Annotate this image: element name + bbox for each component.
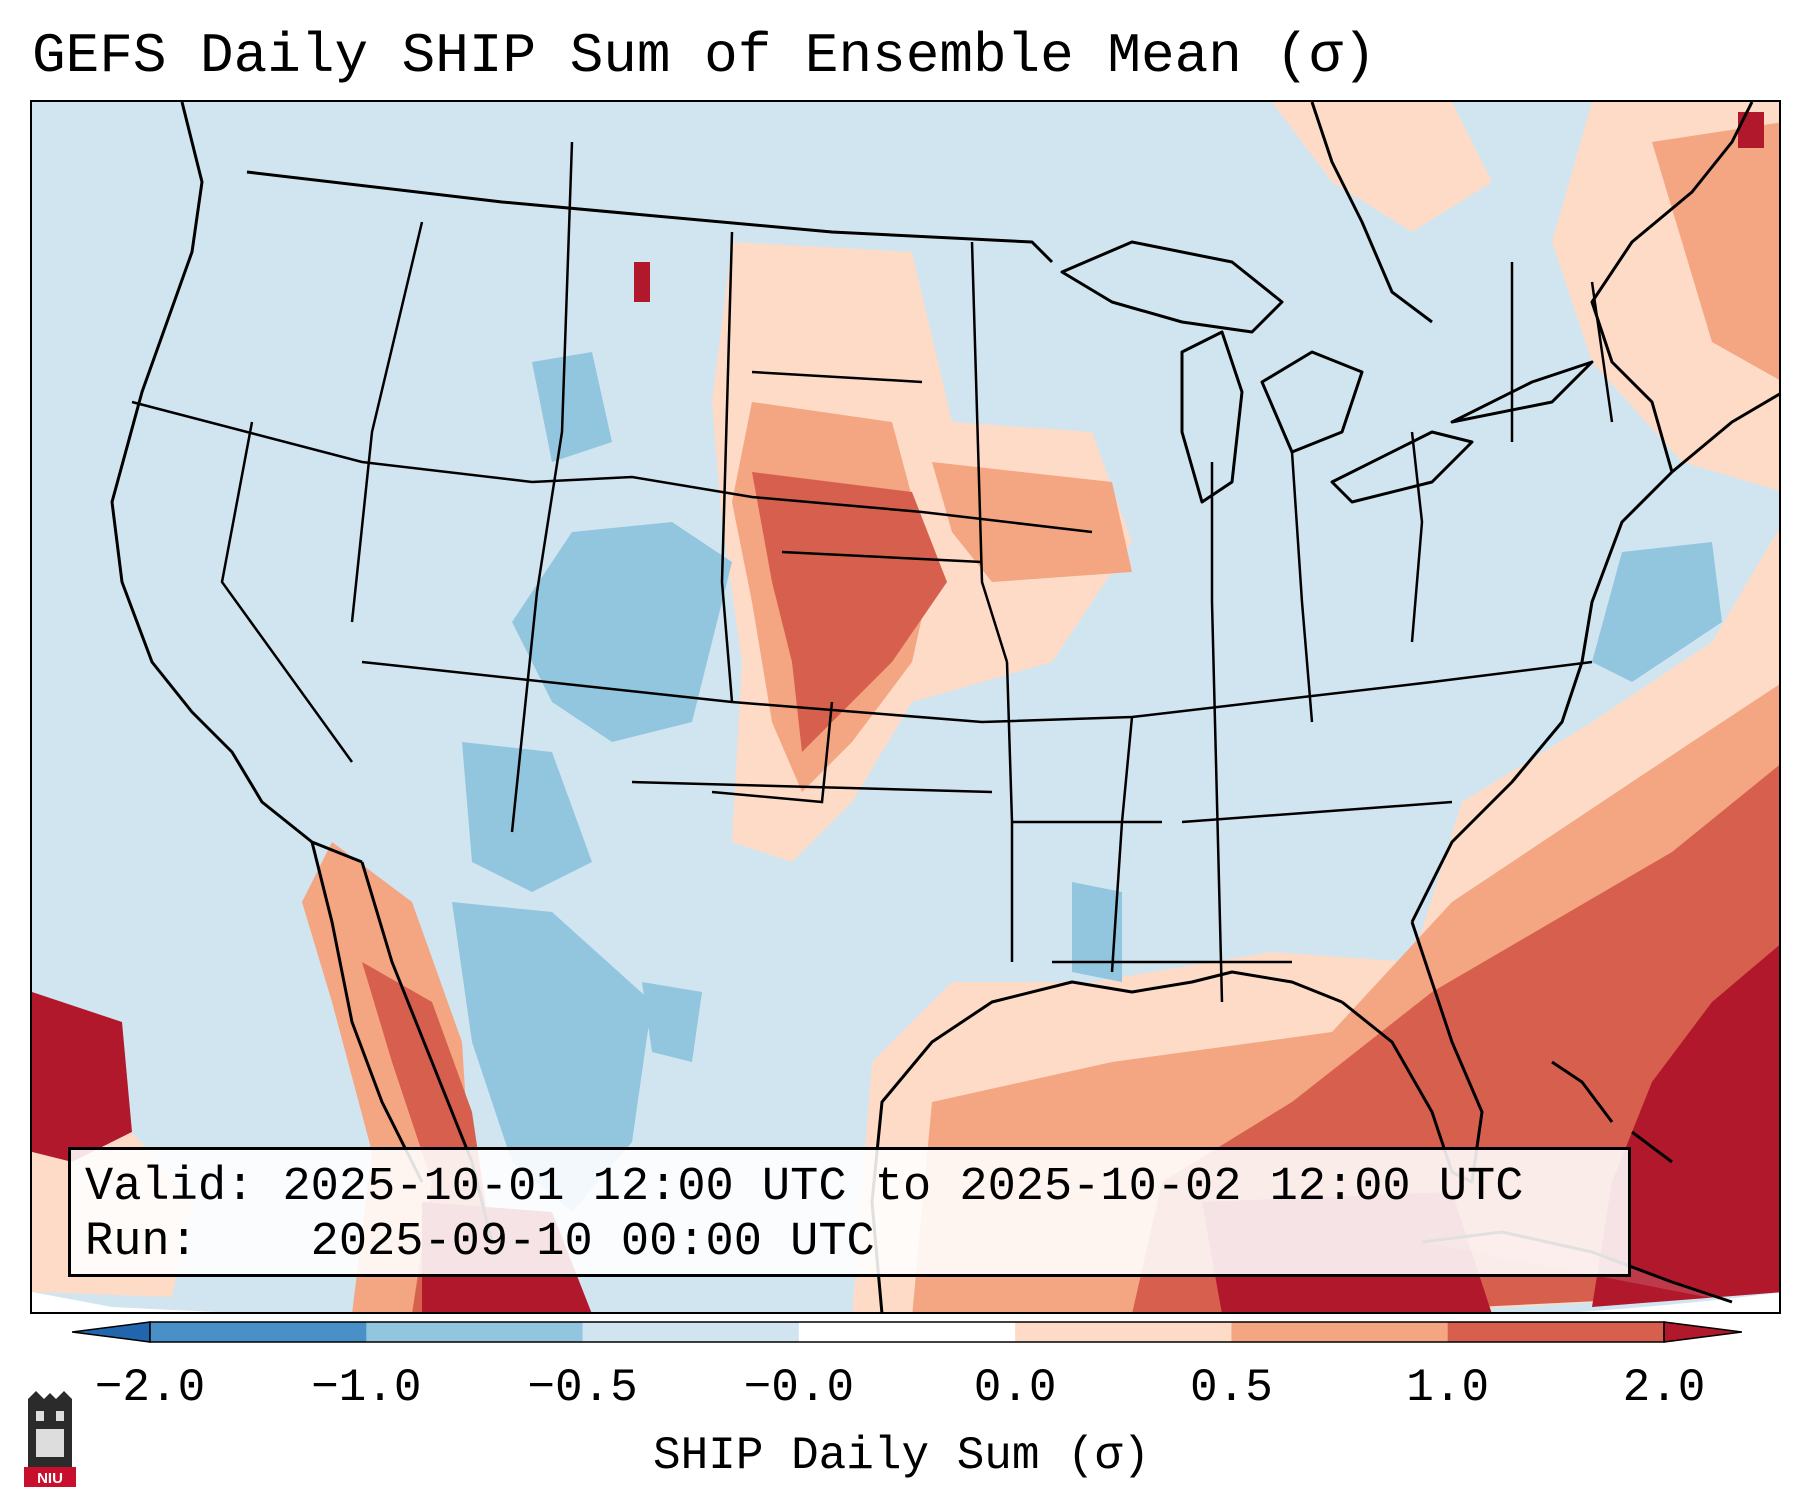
colorbar-tick-label: 0.0 [973, 1362, 1057, 1414]
valid-label: Valid: [85, 1161, 255, 1214]
colorbar-bin [150, 1322, 367, 1342]
colorbar-tick-label: 1.0 [1406, 1362, 1490, 1414]
colorbar-bin [1447, 1322, 1665, 1342]
validity-info-box: Valid: 2025-10-01 12:00 UTC to 2025-10-0… [68, 1147, 1631, 1277]
colorbar-tick-label: −1.0 [311, 1362, 422, 1414]
map-canvas [32, 102, 1779, 1312]
colorbar-tick-label: −0.0 [743, 1362, 855, 1414]
anomaly-atlantic-neg [1592, 542, 1722, 682]
colorbar [72, 1321, 1742, 1343]
anomaly-northeast [1272, 102, 1492, 232]
run-label: Run: [85, 1216, 198, 1269]
colorbar-bin [1015, 1322, 1232, 1342]
anomaly-maritime-spot [1738, 112, 1764, 148]
anomaly-montana-spot [634, 262, 650, 302]
colorbar-bin [582, 1322, 800, 1342]
colorbar-bin [1231, 1322, 1449, 1342]
colorbar-under-triangle [72, 1321, 151, 1343]
svg-text:NIU: NIU [37, 1470, 63, 1487]
run-time: 2025-09-10 00:00 UTC [310, 1216, 875, 1269]
colorbar-label: SHIP Daily Sum (σ) [653, 1430, 1150, 1482]
colorbar-outline [149, 1321, 1665, 1343]
colorbar-tick-label: 2.0 [1622, 1362, 1706, 1414]
anomaly-sonora-neg [452, 902, 652, 1212]
colorbar-tick-label: 0.5 [1190, 1362, 1273, 1414]
anomaly-louisiana-neg [1072, 882, 1122, 982]
colorbar-bin [798, 1322, 1016, 1342]
map-panel[interactable] [30, 100, 1781, 1314]
state-borders [131, 141, 1614, 1003]
anomaly-caribbean-extreme [1592, 945, 1779, 1307]
anomaly-maritime-mid [1652, 122, 1779, 380]
colorbar-tick-label: −2.0 [94, 1362, 206, 1414]
anomaly-wyoming-neg [532, 352, 612, 462]
chart-title: GEFS Daily SHIP Sum of Ensemble Mean (σ) [32, 24, 1377, 88]
anomaly-pacific-extreme [32, 992, 132, 1162]
colorbar-bin [366, 1322, 584, 1342]
anomaly-texas-neg [642, 982, 702, 1062]
colorbar-over-triangle [1663, 1321, 1742, 1343]
valid-range: 2025-10-01 12:00 UTC to 2025-10-02 12:00… [282, 1161, 1524, 1214]
anomaly-rockies-neg [512, 522, 732, 742]
anomaly-plains-strong [752, 472, 947, 752]
colorbar-tick-label: −0.5 [527, 1362, 638, 1414]
anomaly-nm-neg [462, 742, 592, 892]
niu-logo: NIU [24, 1391, 76, 1487]
